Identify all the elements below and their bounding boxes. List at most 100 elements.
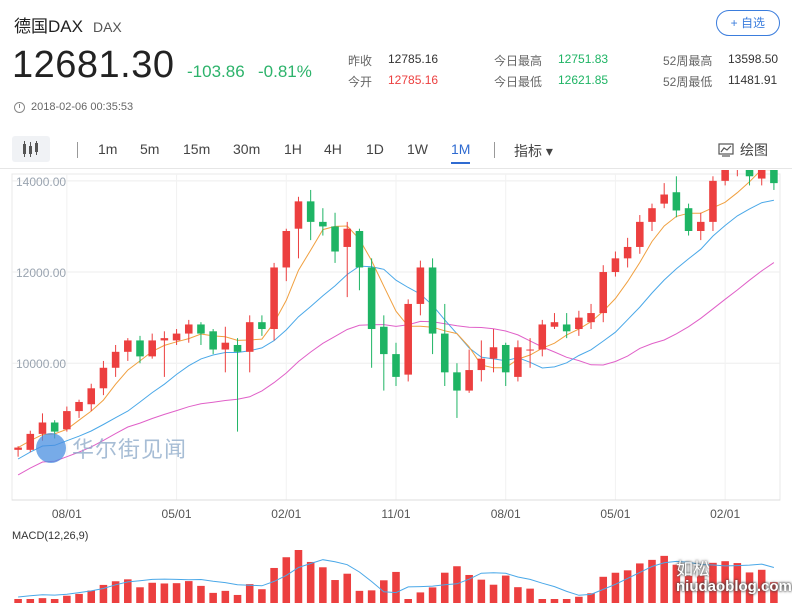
candle-down <box>672 192 681 211</box>
macd-bar <box>392 571 400 603</box>
macd-bar <box>733 563 742 603</box>
brand-watermark: 如松 <box>676 560 710 579</box>
macd-bar <box>75 593 83 603</box>
x-tick-label: 11/01 <box>381 507 410 521</box>
day-low-label: 今日最低 <box>494 75 543 89</box>
macd-bar <box>623 570 632 603</box>
macd-bar <box>501 575 510 603</box>
candle-up <box>245 322 254 352</box>
macd-bar <box>684 575 693 603</box>
wk52-low-label: 52周最低 <box>663 75 713 89</box>
candle-up <box>538 324 547 350</box>
macd-bar <box>404 599 412 603</box>
candle-down <box>197 324 205 334</box>
candle-up <box>26 433 35 450</box>
candle-up <box>477 358 486 371</box>
macd-bar <box>245 584 254 603</box>
candle-down <box>428 267 437 334</box>
candle-up <box>404 303 412 375</box>
macd-bar <box>136 587 144 603</box>
period-5m[interactable]: 5m <box>140 141 160 157</box>
x-tick-label: 05/01 <box>162 507 192 521</box>
candle-up <box>465 370 473 391</box>
draw-button[interactable]: 绘图 <box>718 140 768 160</box>
x-tick-label: 05/01 <box>600 507 630 521</box>
period-1m[interactable]: 1m <box>98 141 118 157</box>
macd-bar <box>38 598 47 603</box>
candle-down <box>745 170 754 177</box>
candle-up <box>87 388 96 405</box>
macd-bar <box>26 599 35 603</box>
macd-bar <box>172 583 181 603</box>
wk52-high-value: 13598.50 <box>728 52 779 66</box>
candle-up <box>660 194 668 204</box>
clock-icon <box>14 101 25 113</box>
open-value: 12785.16 <box>388 73 439 87</box>
candle-up <box>282 230 291 268</box>
candle-down <box>770 170 778 184</box>
period-1d[interactable]: 1D <box>366 141 384 157</box>
candle-up <box>611 258 620 273</box>
macd-bar <box>648 559 656 603</box>
macd-bar <box>611 572 620 603</box>
candle-down <box>319 221 327 227</box>
draw-label: 绘图 <box>740 142 768 158</box>
instrument-title: 德国DAX <box>14 17 83 36</box>
x-tick-label: 08/01 <box>491 507 521 521</box>
candle-up <box>721 170 729 181</box>
period-4h[interactable]: 4H <box>324 141 342 157</box>
candle-up <box>184 324 193 334</box>
macd-bar <box>197 585 205 603</box>
price-change: -103.86 <box>187 62 245 81</box>
indicator-dropdown[interactable]: 指标 ▾ <box>514 143 553 159</box>
period-1h[interactable]: 1H <box>284 141 302 157</box>
candle-up <box>75 401 83 412</box>
period-1mo[interactable]: 1M <box>451 141 471 164</box>
macd-bar <box>440 572 449 603</box>
candle-up <box>38 422 47 434</box>
site-watermark: niudaoblog.com <box>676 578 792 595</box>
macd-bar <box>14 599 22 603</box>
macd-bar <box>770 582 778 603</box>
wk52-high-label: 52周最高 <box>663 54 713 68</box>
draw-icon <box>718 143 734 157</box>
candle-down <box>501 344 510 373</box>
toolbar-divider <box>494 142 495 158</box>
candle-up <box>270 267 278 330</box>
day-high-label: 今日最高 <box>494 54 543 68</box>
timestamp: 2018-02-06 00:35:53 <box>31 101 134 113</box>
period-15m[interactable]: 15m <box>183 141 211 157</box>
candle-up <box>111 351 120 368</box>
candle-up <box>587 313 595 323</box>
macd-bar <box>562 599 571 603</box>
macd-bar <box>550 599 559 603</box>
chart-type-button[interactable] <box>12 136 50 162</box>
period-1w[interactable]: 1W <box>407 141 428 157</box>
macd-bar <box>87 590 96 603</box>
candle-up <box>63 411 71 430</box>
chart-toolbar: 1m 5m 15m 30m 1H 4H 1D 1W 1M 指标 ▾ 绘图 <box>0 134 792 164</box>
macd-bar <box>526 588 534 603</box>
candle-up <box>623 246 632 259</box>
x-tick-label: 08/01 <box>52 507 82 521</box>
macd-bar <box>343 573 352 603</box>
macd-bar <box>319 567 327 603</box>
y-tick-label: 14000.00 <box>16 175 66 189</box>
y-tick-label: 10000.00 <box>16 357 66 371</box>
macd-bar <box>294 550 303 603</box>
macd-bar <box>709 562 717 603</box>
toolbar-divider <box>77 142 78 158</box>
macd-bar <box>63 595 71 603</box>
macd-bar <box>721 561 729 603</box>
add-watchlist-button[interactable]: + 自选 <box>715 10 780 36</box>
macd-bar <box>745 572 754 603</box>
period-30m[interactable]: 30m <box>233 141 261 157</box>
macd-bar <box>233 594 242 603</box>
price-chart[interactable]: 14000.00 12000.00 10000.00 08/01 05/01 02/01 1… <box>0 170 792 603</box>
toolbar-separator <box>0 168 792 169</box>
macd-bar <box>282 557 291 603</box>
timestamp-row: 2018-02-06 00:35:53 <box>14 101 133 113</box>
candle-up <box>599 272 608 314</box>
candle-up <box>757 170 766 179</box>
macd-bar <box>587 593 595 603</box>
